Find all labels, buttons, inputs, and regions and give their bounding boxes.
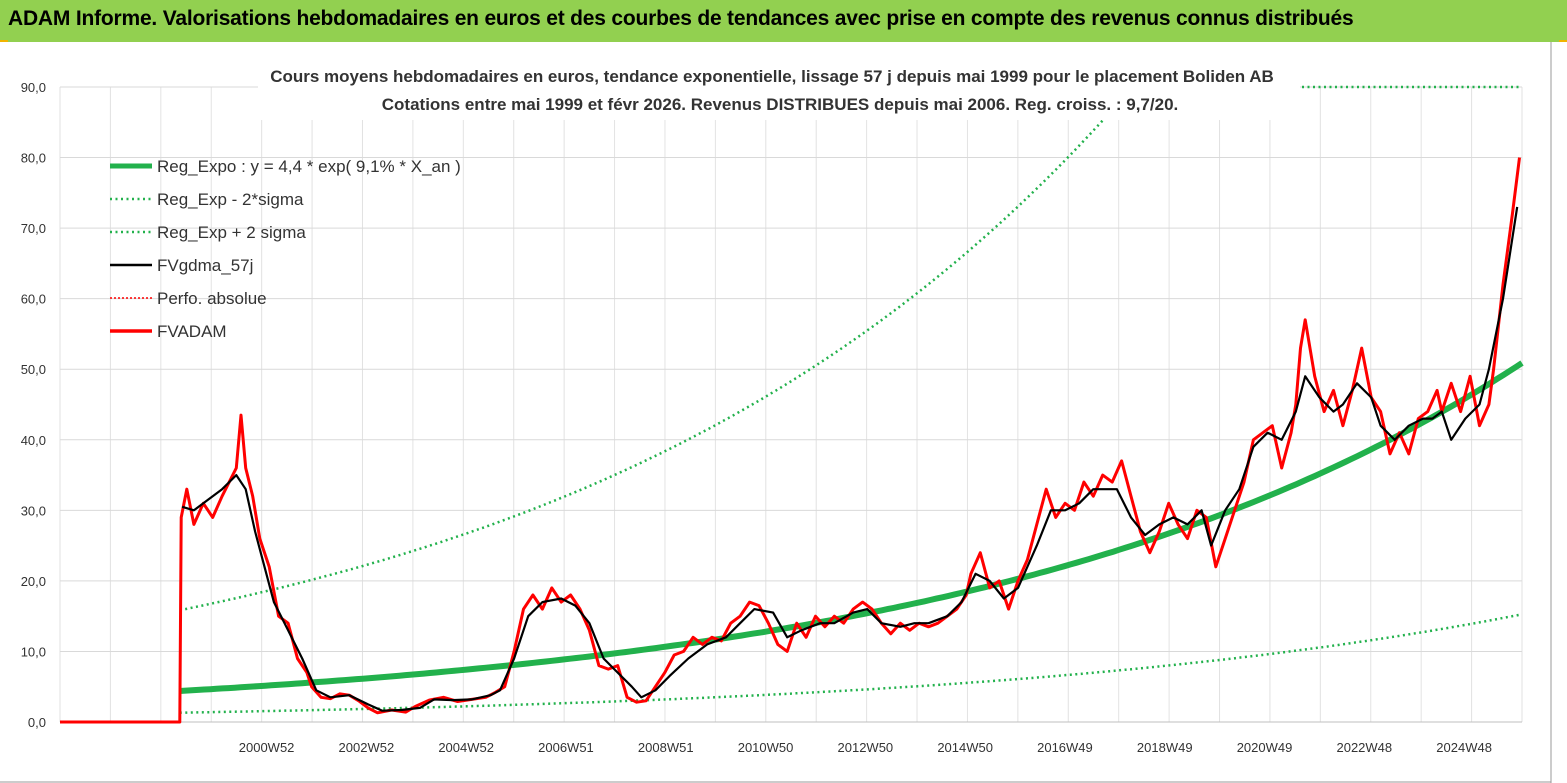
- legend-label-lower: Reg_Exp - 2*sigma: [157, 190, 304, 209]
- y-tick-label: 40,0: [21, 433, 46, 448]
- x-tick-label: 2008W51: [638, 740, 694, 755]
- legend-label-fvadam: FVADAM: [157, 322, 227, 341]
- x-tick-label: 2016W49: [1037, 740, 1093, 755]
- x-tick-label: 2018W49: [1137, 740, 1193, 755]
- chart-subtitle: Cotations entre mai 1999 et févr 2026. R…: [382, 95, 1179, 114]
- y-tick-label: 90,0: [21, 80, 46, 95]
- chart: 0,010,020,030,040,050,060,070,080,090,0 …: [0, 42, 1567, 783]
- y-tick-label: 70,0: [21, 221, 46, 236]
- gridlines: [59, 86, 1523, 723]
- x-tick-label: 2014W50: [937, 740, 993, 755]
- header-bar: ADAM Informe. Valorisations hebdomadaire…: [0, 0, 1567, 42]
- y-tick-label: 50,0: [21, 362, 46, 377]
- series-smooth-line: [181, 206, 1519, 712]
- series-layer: [60, 72, 1524, 724]
- y-tick-label: 60,0: [21, 292, 46, 307]
- legend-label-trend: Reg_Expo : y = 4,4 * exp( 9,1% * X_an ): [157, 157, 461, 176]
- x-tick-label: 2002W52: [339, 740, 395, 755]
- y-tick-label: 80,0: [21, 151, 46, 166]
- chart-background: [0, 42, 1567, 783]
- series-lower-sigma-line: [179, 613, 1523, 714]
- chart-title: Cours moyens hebdomadaires en euros, ten…: [270, 67, 1274, 86]
- series-fvadam-line: [60, 157, 1521, 724]
- x-tick-label: 2004W52: [438, 740, 494, 755]
- x-axis: 2000W52 2002W52 2004W52 2006W51 2008W51 2010W…: [239, 740, 1492, 755]
- x-tick-label: 2000W52: [239, 740, 295, 755]
- legend-label-upper: Reg_Exp + 2 sigma: [157, 223, 306, 242]
- y-tick-label: 0,0: [28, 715, 46, 730]
- x-tick-label: 2022W48: [1336, 740, 1392, 755]
- y-tick-label: 20,0: [21, 574, 46, 589]
- legend: Reg_Expo : y = 4,4 * exp( 9,1% * X_an ) R…: [110, 157, 461, 341]
- title-background: [258, 62, 1300, 120]
- legend-label-smooth: FVgdma_57j: [157, 256, 253, 275]
- y-axis: 0,0 10,0 20,0 30,0 40,0 50,0 60,0 70,0 80,0 90,0: [21, 80, 46, 730]
- legend-label-perfo: Perfo. absolue: [157, 289, 267, 308]
- x-tick-label: 2020W49: [1237, 740, 1293, 755]
- series-trend-line: [179, 360, 1524, 694]
- x-tick-label: 2010W50: [738, 740, 794, 755]
- x-tick-label: 2012W50: [838, 740, 894, 755]
- x-tick-label: 2024W48: [1436, 740, 1492, 755]
- page-title: ADAM Informe. Valorisations hebdomadaire…: [8, 7, 1354, 30]
- x-tick-label: 2006W51: [538, 740, 594, 755]
- series-upper-sigma-line: [179, 72, 1145, 612]
- y-tick-label: 10,0: [21, 644, 46, 659]
- y-tick-label: 30,0: [21, 503, 46, 518]
